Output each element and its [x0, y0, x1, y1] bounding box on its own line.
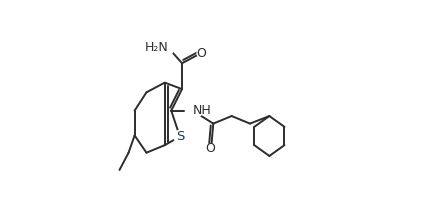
- Text: S: S: [176, 130, 184, 143]
- Text: NH: NH: [193, 104, 211, 117]
- Circle shape: [206, 144, 215, 153]
- Circle shape: [174, 130, 186, 143]
- Text: O: O: [205, 142, 215, 155]
- Text: O: O: [197, 47, 206, 60]
- Circle shape: [197, 49, 206, 58]
- Text: H₂N: H₂N: [144, 41, 168, 54]
- Circle shape: [158, 41, 173, 56]
- Circle shape: [190, 104, 202, 117]
